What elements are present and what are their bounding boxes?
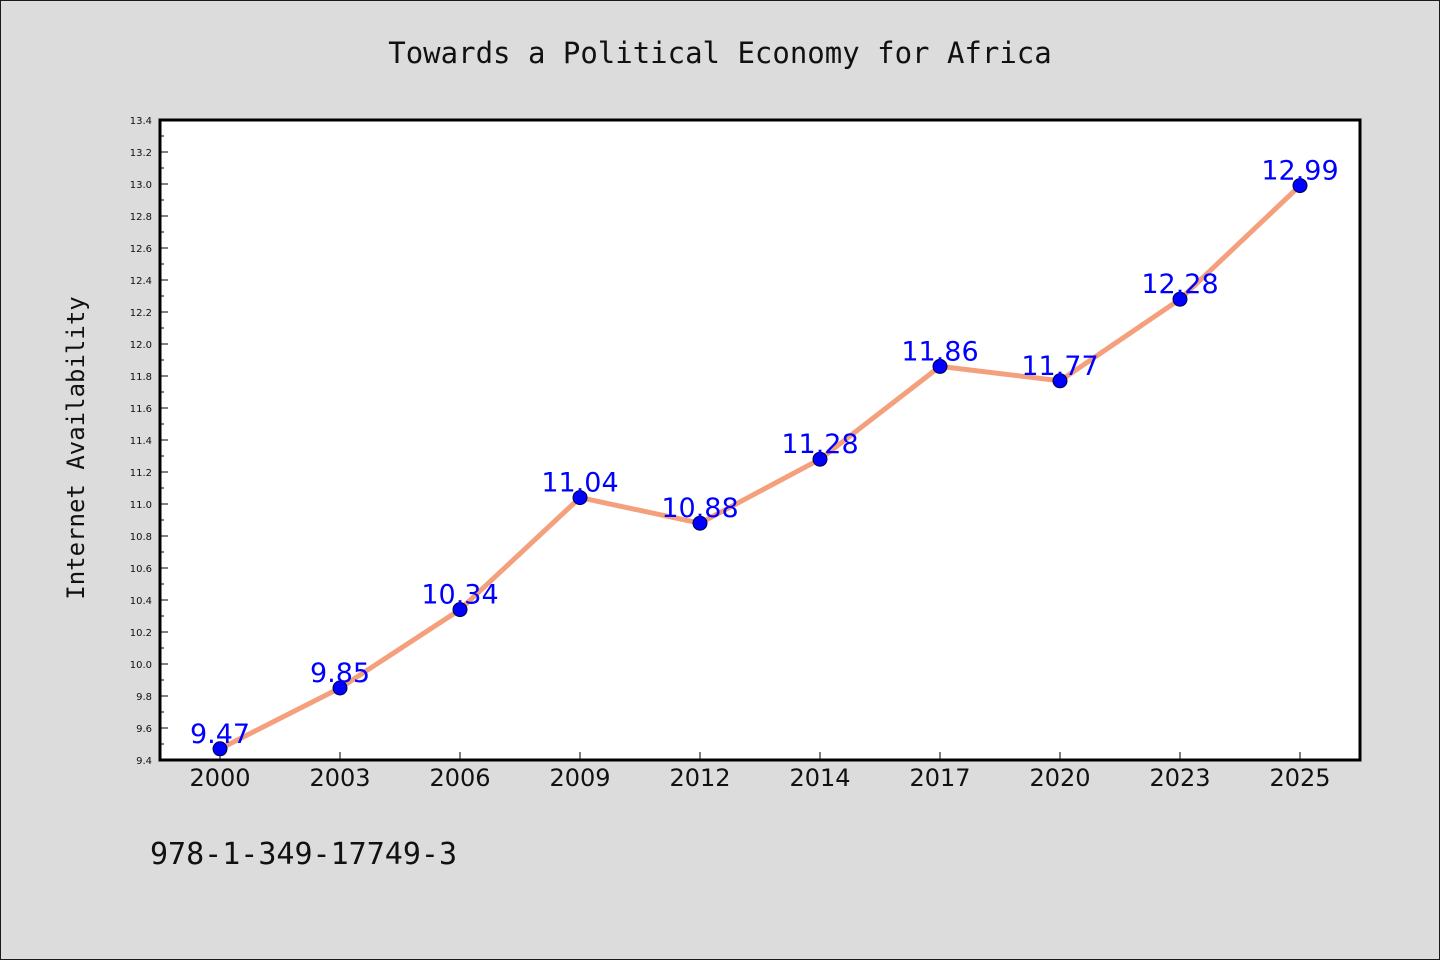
series-line xyxy=(218,183,1302,752)
y-axis-ticks: 9.4 9.6 9.8 10.0 10.2 10.4 10.6 10.8 11.0 11.2 11.… xyxy=(130,116,168,767)
y-tick-label: 13.0 xyxy=(130,180,152,191)
x-tick-label: 2012 xyxy=(669,764,730,792)
x-tick-label: 2003 xyxy=(309,764,370,792)
y-tick-label: 12.6 xyxy=(130,244,152,255)
data-label: 10.34 xyxy=(421,580,498,611)
y-axis-label: Internet Availability xyxy=(62,296,90,599)
y-tick-label: 13.2 xyxy=(130,148,152,159)
chart-title: Towards a Political Economy for Africa xyxy=(388,36,1051,70)
data-label: 12.99 xyxy=(1261,156,1338,187)
y-tick-label: 12.2 xyxy=(130,308,152,319)
x-tick-label: 2025 xyxy=(1269,764,1330,792)
y-tick-label: 10.0 xyxy=(130,660,152,671)
data-label: 11.77 xyxy=(1021,351,1098,382)
y-tick-label: 13.4 xyxy=(130,116,152,127)
y-tick-label: 10.8 xyxy=(130,532,152,543)
data-point xyxy=(212,741,228,757)
data-point xyxy=(452,602,468,618)
x-tick-label: 2006 xyxy=(429,764,490,792)
data-series: 9.47 9.85 10.34 11.04 10.88 11.28 11.86 11.77 12… xyxy=(190,156,1339,757)
data-point xyxy=(1172,291,1188,307)
x-tick-label: 2023 xyxy=(1149,764,1210,792)
y-tick-label: 12.0 xyxy=(130,340,152,351)
data-label: 11.86 xyxy=(901,336,978,367)
y-tick-label: 11.8 xyxy=(130,372,152,383)
y-tick-label: 9.6 xyxy=(136,724,152,735)
x-tick-label: 2009 xyxy=(549,764,610,792)
y-tick-label: 12.4 xyxy=(130,276,152,287)
y-tick-label: 10.6 xyxy=(130,564,152,575)
y-tick-label: 12.8 xyxy=(130,212,152,223)
x-tick-label: 2020 xyxy=(1029,764,1090,792)
x-axis-ticks: 2000 2003 2006 2009 2012 2014 2017 2020 2023 2025 xyxy=(189,752,1331,792)
data-point xyxy=(692,515,708,531)
y-tick-label: 11.0 xyxy=(130,500,152,511)
data-point xyxy=(1292,178,1308,194)
y-tick-label: 11.2 xyxy=(130,468,152,479)
data-label: 9.85 xyxy=(310,658,370,689)
data-label: 12.28 xyxy=(1141,269,1218,300)
plot-area xyxy=(158,118,1362,762)
y-tick-label: 11.6 xyxy=(130,404,152,415)
x-tick-label: 2017 xyxy=(909,764,970,792)
y-tick-label: 11.4 xyxy=(130,436,152,447)
data-point xyxy=(332,680,348,696)
data-label: 9.47 xyxy=(190,719,250,750)
data-label: 11.28 xyxy=(781,429,858,460)
data-point xyxy=(572,490,588,506)
y-tick-label: 10.2 xyxy=(130,628,152,639)
y-tick-label: 9.4 xyxy=(136,756,152,767)
data-label: 11.04 xyxy=(541,468,618,499)
data-label: 10.88 xyxy=(661,493,738,524)
y-tick-label: 9.8 xyxy=(136,692,152,703)
x-tick-label: 2000 xyxy=(189,764,250,792)
isbn-caption: 978-1-349-17749-3 xyxy=(150,837,457,872)
y-tick-label: 10.4 xyxy=(130,596,152,607)
data-point xyxy=(1052,373,1068,389)
x-tick-label: 2014 xyxy=(789,764,850,792)
data-point xyxy=(932,358,948,374)
data-point xyxy=(812,451,828,467)
